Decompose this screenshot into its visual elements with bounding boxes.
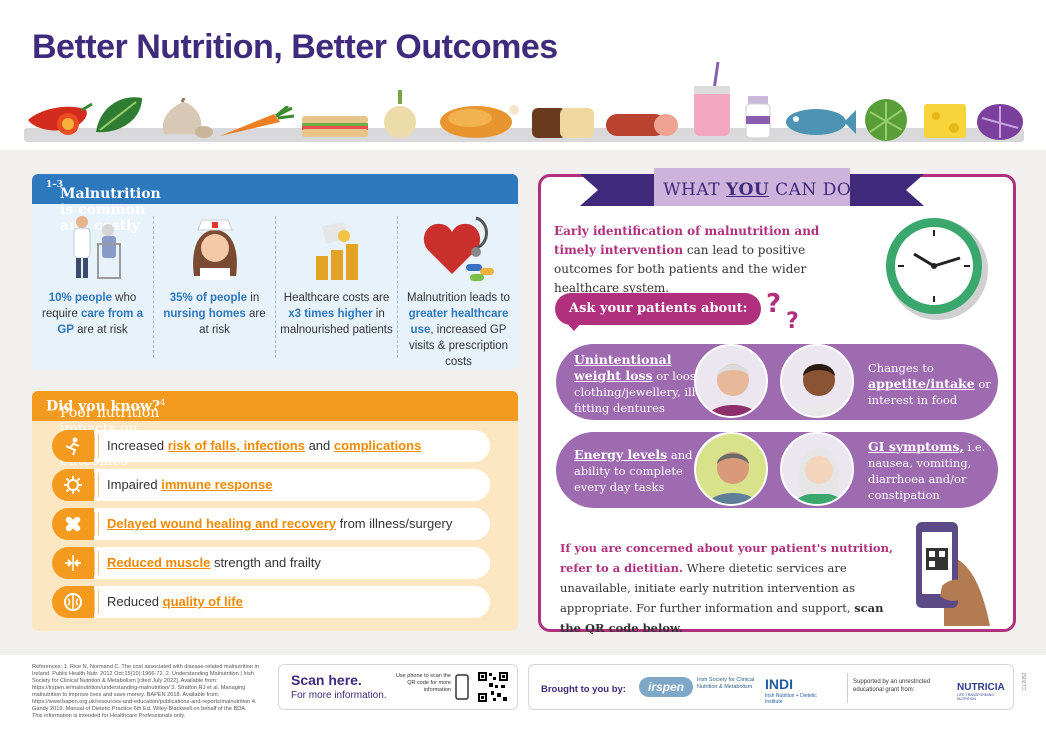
bread-icon: [532, 108, 594, 138]
spinach-icon: [96, 97, 142, 133]
page-title: Better Nutrition, Better Outcomes: [32, 28, 558, 66]
sausage-icon: [606, 114, 678, 136]
outcome-item: Reduced muscle strength and frailty: [52, 547, 490, 579]
symptom-energy: Energy levels and ability to complete ev…: [574, 447, 693, 494]
irspen-subtitle: Irish Society for Clinical Nutrition & M…: [697, 677, 755, 690]
did-you-know-heading-bar: Did you know? Poor nutrition impacts on …: [32, 391, 518, 469]
brain-icon: [64, 593, 82, 611]
stat-healthcare-use: Malnutrition leads to greater healthcare…: [398, 214, 518, 368]
red-cabbage-icon: [977, 104, 1023, 140]
stat-gp: 10% people who require care from a GP ar…: [32, 214, 153, 362]
phone-qr-icon: [916, 522, 990, 626]
clock-icon: [886, 218, 988, 320]
hcp-note: This information is intended for Healthc…: [32, 713, 186, 719]
symptom-weight-loss: Unintentional weight loss or loose cloth…: [574, 352, 703, 415]
malnutrition-heading: Malnutrition is common and costly 1–3: [46, 180, 161, 234]
virus-icon: [64, 476, 82, 494]
onion-icon: [384, 90, 416, 138]
intro-text: Early identification of malnutrition and…: [554, 224, 820, 295]
supplement-bottle-icon: [745, 96, 771, 139]
symptom-appetite: Changes to appetite/intake or interest i…: [868, 361, 991, 407]
avatar: [694, 432, 768, 506]
outcome-item: Delayed wound healing and recovery from …: [52, 508, 490, 540]
divider: [847, 673, 848, 703]
stat-nursing-text: 35% of people in nursing homes are at ri…: [163, 292, 266, 336]
nurse-icon: [193, 219, 237, 280]
scan-box: Scan here. For more information. Use pho…: [278, 664, 518, 710]
scan-title: Scan here.: [291, 672, 362, 688]
smoothie-icon: [694, 61, 730, 136]
indi-logo: INDI: [765, 676, 793, 692]
ask-banner-tail: [566, 322, 582, 331]
food-shelf: [24, 128, 1024, 142]
carrot-icon: [220, 106, 295, 136]
nutricia-subtitle: LIFE-TRANSFORMING NUTRITION: [957, 693, 994, 701]
symptom-gi: GI symptoms, i.e. nausea, vomiting, diar…: [868, 439, 986, 502]
title-ribbon: [580, 168, 924, 206]
outcome-item: Reduced quality of life: [52, 586, 490, 618]
question-marks-icon: ? ?: [766, 289, 799, 332]
what-you-can-do-title: WHAT YOU CAN DO?: [663, 180, 861, 200]
coins-icon: [316, 222, 358, 280]
doctor-patient-icon: [73, 216, 121, 279]
nutricia-logo: NUTRICIA: [957, 682, 1005, 693]
outcome-text: Reduced quality of life: [107, 594, 243, 609]
fall-icon: [65, 437, 80, 456]
scan-note: Use phone to scan the QR code for more i…: [395, 673, 451, 693]
outcome-text: Delayed wound healing and recovery from …: [107, 516, 453, 531]
references: References: 1. Rice N, Normand C. The co…: [32, 664, 259, 712]
did-you-know-heading: Did you know? Poor nutrition impacts on …: [46, 398, 166, 469]
scan-subtitle: For more information.: [291, 690, 387, 701]
ask-patients-banner: Ask your patients about:: [555, 293, 761, 325]
stat-costs-text: Healthcare costs are x3 times higher in …: [280, 292, 393, 336]
stat-gp-text: 10% people who require care from a GP ar…: [41, 292, 143, 336]
divider: [397, 216, 398, 358]
symptom-row: [556, 344, 998, 420]
header: Better Nutrition, Better Outcomes: [0, 0, 1046, 150]
outcome-text: Reduced muscle strength and frailty: [107, 555, 321, 570]
concern-text: If you are concerned about your patient'…: [560, 541, 893, 635]
stat-costs: Healthcare costs are x3 times higher in …: [276, 214, 397, 362]
divider: [153, 216, 154, 358]
document-code: CL2052: [1022, 672, 1028, 690]
bandage-icon: [65, 516, 81, 532]
garlic-icon: [162, 98, 213, 138]
avatar: [780, 432, 854, 506]
divider: [275, 216, 276, 358]
qr-code[interactable]: [477, 671, 509, 703]
malnutrition-heading-bar: Malnutrition is common and costly 1–3: [32, 174, 518, 234]
did-you-know-panel: Did you know? Poor nutrition impacts on …: [32, 391, 518, 631]
outcome-text: Increased risk of falls, infections and …: [107, 438, 422, 453]
svg-text:?: ?: [766, 289, 781, 319]
roast-chicken-icon: [440, 105, 519, 138]
fish-icon: [786, 109, 856, 135]
sandwich-icon: [302, 116, 368, 137]
support-text: Supported by an unrestricted educational…: [853, 679, 931, 693]
cabbage-icon: [865, 99, 907, 141]
heart-stethoscope-icon: [423, 216, 494, 281]
indi-subtitle: Irish Nutrition + Dietetic Institute: [765, 693, 817, 705]
phone-icon: [455, 674, 469, 700]
outcome-item: Increased risk of falls, infections and …: [52, 430, 490, 462]
chili-pepper-icon: [28, 102, 93, 135]
outcome-text: Impaired immune response: [107, 477, 273, 492]
stat-nursing: 35% of people in nursing homes are at ri…: [154, 214, 275, 362]
cheese-icon: [924, 104, 966, 138]
avatar: [694, 344, 768, 418]
brought-by-label: Brought to you by:: [541, 684, 626, 695]
muscle-icon: [65, 555, 81, 571]
avatar: [780, 344, 854, 418]
stat-healthcare-text: Malnutrition leads to greater healthcare…: [407, 292, 510, 368]
malnutrition-panel: Malnutrition is common and costly 1–3 10%…: [32, 174, 518, 370]
symptom-row: [556, 432, 998, 508]
outcome-item: Impaired immune response: [52, 469, 490, 501]
sponsors-box: Brought to you by: irspen Irish Society …: [528, 664, 1014, 710]
svg-text:?: ?: [786, 309, 799, 332]
irspen-logo: irspen: [639, 677, 693, 697]
